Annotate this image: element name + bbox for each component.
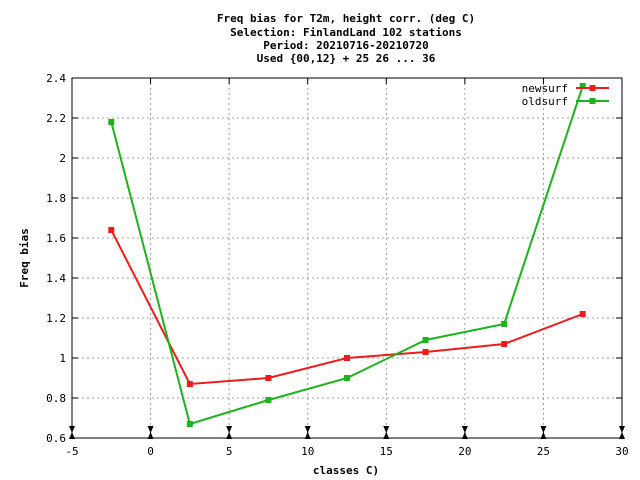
x-tick-marker <box>304 432 311 439</box>
x-tick-marker <box>147 432 154 439</box>
legend-label-newsurf: newsurf <box>522 82 568 95</box>
x-tick-label: 0 <box>147 445 154 458</box>
x-tick-label: 15 <box>380 445 393 458</box>
data-point-newsurf <box>344 355 350 361</box>
y-tick-label: 0.8 <box>46 392 66 405</box>
title-line-3: Period: 20210716-20210720 <box>263 39 429 52</box>
x-tick-label: 30 <box>615 445 628 458</box>
x-tick-marker <box>69 426 75 433</box>
data-point-newsurf <box>186 381 193 387</box>
x-tick-marker <box>383 432 390 439</box>
legend-marker-newsurf <box>589 85 596 91</box>
x-tick-marker <box>226 426 233 433</box>
data-point-oldsurf <box>422 337 429 343</box>
data-point-newsurf <box>579 311 586 317</box>
y-axis-label: Freq bias <box>18 228 31 288</box>
x-tick-label: 5 <box>226 445 233 458</box>
y-tick-label: 1.2 <box>46 312 66 325</box>
data-point-oldsurf <box>501 321 508 327</box>
data-point-oldsurf <box>265 397 272 403</box>
x-tick-marker <box>147 426 154 433</box>
grid <box>72 78 622 438</box>
series-newsurf <box>108 227 586 387</box>
y-tick-label: 2 <box>59 152 66 165</box>
data-point-oldsurf <box>344 375 350 381</box>
x-tick-marker <box>461 432 468 439</box>
data-point-newsurf <box>265 375 272 381</box>
title-line-1: Freq bias for T2m, height corr. (deg C) <box>217 12 475 25</box>
y-tick-label: 1.4 <box>46 272 66 285</box>
y-tick-label: 0.6 <box>46 432 66 445</box>
x-tick-marker <box>304 426 311 433</box>
x-tick-marker <box>226 432 233 439</box>
x-axis: -5 0 5 10 15 20 25 30 <box>65 78 629 458</box>
x-tick-label: 20 <box>458 445 471 458</box>
data-point-oldsurf <box>186 421 193 427</box>
x-tick-marker <box>461 426 468 433</box>
plot-frame <box>71 77 623 439</box>
data-point-newsurf <box>501 341 508 347</box>
x-tick-label: 10 <box>301 445 314 458</box>
y-tick-label: 2.2 <box>46 112 66 125</box>
x-tick-label: 25 <box>537 445 550 458</box>
legend-label-oldsurf: oldsurf <box>522 95 568 108</box>
series <box>108 83 586 427</box>
y-tick-label: 2.4 <box>46 72 66 85</box>
data-point-oldsurf <box>108 119 115 125</box>
x-tick-marker <box>619 432 625 439</box>
y-tick-label: 1 <box>59 352 66 365</box>
chart-title: Freq bias for T2m, height corr. (deg C) … <box>217 12 475 65</box>
data-point-oldsurf <box>579 83 586 89</box>
title-line-4: Used {00,12} + 25 26 ... 36 <box>257 52 436 65</box>
x-tick-label: -5 <box>65 445 78 458</box>
x-axis-label: classes C) <box>313 464 379 477</box>
data-point-newsurf <box>108 227 115 233</box>
y-tick-label: 1.8 <box>46 192 66 205</box>
series-line-oldsurf <box>110 85 584 426</box>
legend-marker-oldsurf <box>589 98 596 104</box>
x-tick-marker <box>69 432 75 439</box>
x-tick-marker <box>383 426 390 433</box>
series-oldsurf <box>108 83 586 427</box>
title-line-2: Selection: FinlandLand 102 stations <box>230 26 462 39</box>
x-tick-marker <box>619 426 625 433</box>
y-tick-label: 1.6 <box>46 232 66 245</box>
x-tick-marker <box>540 426 547 433</box>
x-tick-marker <box>540 432 547 439</box>
y-axis: 0.6 0.8 1 1.2 1.4 1.6 1.8 2 2.2 2.4 <box>46 72 622 445</box>
data-point-newsurf <box>422 349 429 355</box>
